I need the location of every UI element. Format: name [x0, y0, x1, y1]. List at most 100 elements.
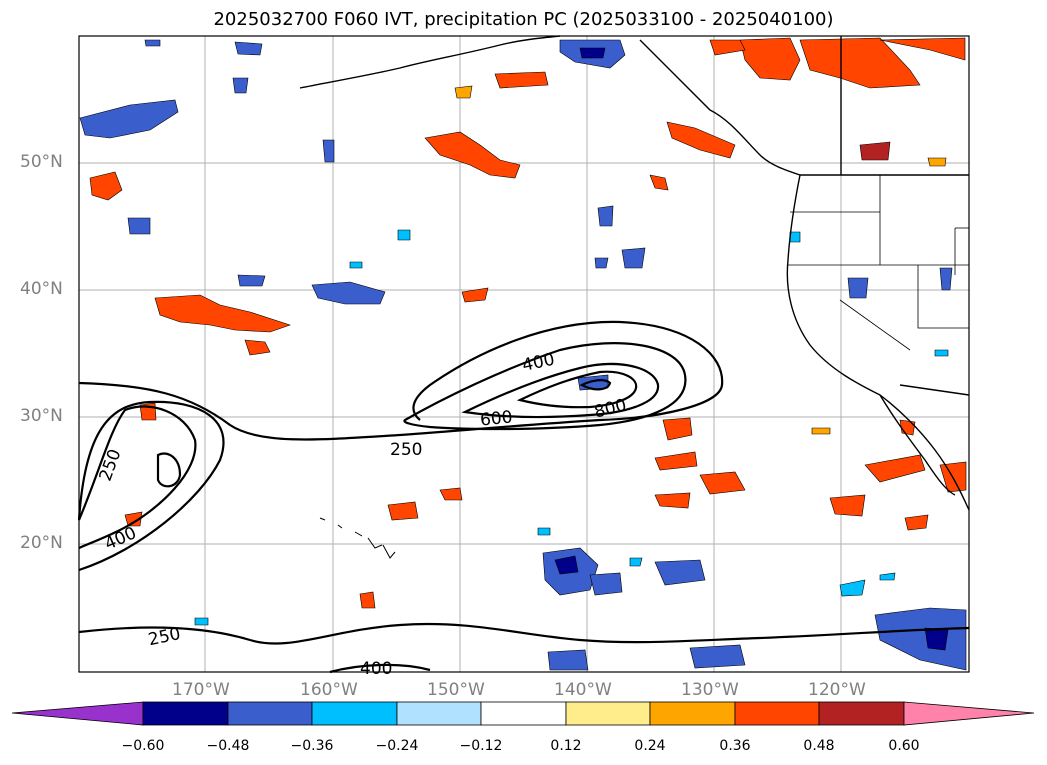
lat-label-30n: 30°N [20, 406, 63, 426]
precip-negative-blobs [79, 39, 967, 671]
coastlines [299, 35, 970, 511]
us-mexico-border [899, 384, 970, 396]
precip-blob [629, 557, 643, 567]
precip-blob [387, 501, 419, 521]
ivt-contour-400-west [77, 405, 197, 549]
colorbar [11, 701, 1035, 726]
precip-blob [649, 174, 669, 191]
precip-blob [124, 511, 143, 527]
precip-blob [359, 591, 376, 609]
ivt-contour-400-south [329, 663, 431, 674]
precip-blob [79, 99, 179, 139]
precip-blob [234, 41, 263, 56]
precip-blob [799, 37, 921, 89]
precip-blob [322, 139, 335, 163]
colorbar-swatch [818, 701, 905, 726]
lon-label-160w: 160°W [300, 680, 358, 700]
precip-blob [494, 71, 549, 89]
precip-positive-blobs [89, 37, 967, 609]
lon-label-140w: 140°W [554, 680, 612, 700]
precip-blob [864, 454, 926, 483]
plot-area [79, 36, 969, 672]
lon-label-120w: 120°W [808, 680, 866, 700]
ivt-contours [77, 320, 970, 674]
precip-blob [579, 47, 606, 59]
precip-blob [789, 231, 801, 243]
colorbar-tick: −0.60 [121, 738, 165, 754]
precip-blob [654, 451, 698, 471]
ivt-contour-250-west [77, 400, 225, 572]
precip-blob [194, 617, 209, 626]
precip-blob [829, 494, 866, 517]
lon-label-130w: 130°W [681, 680, 739, 700]
contour-label: 600 [479, 407, 513, 430]
precip-blob [859, 141, 891, 161]
precip-blob [397, 229, 411, 241]
north-america-west-coast [786, 174, 970, 511]
colorbar-swatch [649, 701, 736, 726]
precip-blob [874, 607, 967, 671]
colorbar-tick: −0.36 [290, 738, 334, 754]
precip-blob [594, 257, 609, 269]
ivt-contour-small [156, 452, 182, 488]
precip-blob [927, 157, 947, 167]
precip-blob [349, 261, 363, 269]
colorbar-swatch-upper-arrow [903, 701, 1035, 726]
precip-blob [311, 281, 386, 305]
precip-blob [709, 39, 746, 56]
precip-blob [127, 217, 151, 235]
precip-blob [654, 492, 691, 509]
precip-blob [939, 267, 953, 291]
precip-blob [879, 572, 896, 581]
precip-blob [454, 85, 473, 99]
baja-california [879, 394, 956, 496]
colorbar-swatch [396, 701, 482, 726]
colorbar-tick: 0.36 [719, 738, 751, 754]
alaska-coast [299, 35, 561, 89]
colorbar-tick: −0.12 [459, 738, 503, 754]
precip-blob [811, 427, 831, 435]
colorbar-tick: −0.48 [206, 738, 250, 754]
precip-blob [89, 171, 123, 201]
precip-blob [424, 131, 521, 179]
precip-blob [666, 121, 736, 159]
precip-blob [899, 419, 916, 436]
precip-blob [839, 579, 866, 597]
plot-frame [78, 35, 970, 673]
state-borders [788, 175, 969, 351]
precip-blob [597, 205, 614, 227]
map-title: 2025032700 F060 IVT, precipitation PC (2… [213, 9, 834, 30]
ivt-contour-inner [579, 379, 612, 391]
precip-blob [589, 572, 623, 596]
precip-blob [537, 527, 551, 536]
contour-label: 250 [390, 440, 422, 460]
ivt-contour-600 [461, 362, 660, 419]
precip-blob [739, 37, 801, 81]
alaska-panhandle [639, 39, 801, 176]
hawaii-islands [319, 517, 396, 559]
colorbar-swatch-lower-arrow [11, 701, 144, 726]
precip-blob [699, 471, 746, 495]
colorbar-swatch [734, 701, 820, 726]
precip-blob [924, 627, 949, 651]
colorbar-tick: 0.12 [550, 738, 582, 754]
precip-blob [547, 649, 589, 671]
colorbar-swatch [227, 701, 313, 726]
colorbar-swatch [311, 701, 398, 726]
precip-blob [244, 339, 271, 356]
precip-blob [554, 555, 579, 575]
lon-label-150w: 150°W [427, 680, 485, 700]
colorbar-tick: 0.60 [888, 738, 920, 754]
lat-label-20n: 20°N [20, 533, 63, 553]
ivt-contour-250-south [78, 622, 970, 645]
precip-blob [654, 559, 706, 586]
lat-label-50n: 50°N [20, 152, 63, 172]
colorbar-tick: −0.24 [375, 738, 419, 754]
colorbar-swatch [565, 701, 651, 726]
colorbar-tick: 0.24 [634, 738, 666, 754]
precip-blob [904, 514, 929, 531]
lon-label-170w: 170°W [172, 680, 230, 700]
precip-blob [154, 294, 291, 333]
contour-label: 400 [360, 659, 392, 679]
